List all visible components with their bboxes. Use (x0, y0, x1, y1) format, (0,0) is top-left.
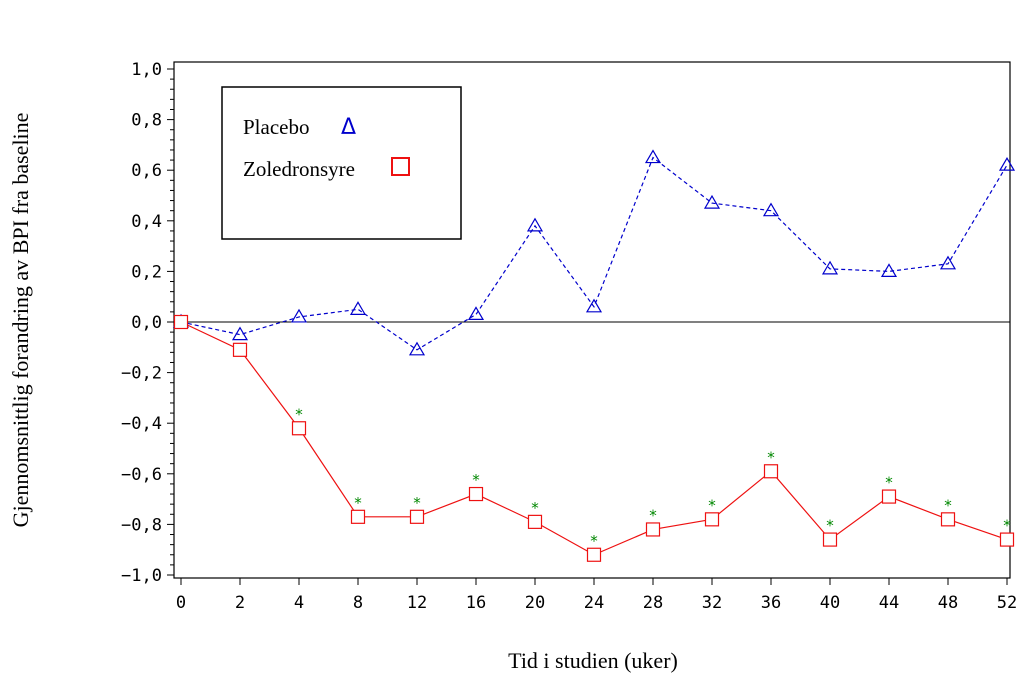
y-axis-title: Gjennomsnittlig forandring av BPI fra ba… (8, 113, 33, 528)
legend: Placebo Δ Zoledronsyre (221, 86, 462, 240)
triangle-marker (231, 326, 249, 341)
triangle-marker (467, 306, 485, 321)
square-marker (586, 547, 602, 562)
y-tick-label: −0,6 (121, 465, 162, 485)
triangle-marker (880, 263, 898, 277)
x-tick-label: 20 (525, 593, 545, 613)
triangle-marker (290, 308, 308, 323)
square-marker (763, 464, 779, 479)
x-tick-label: 44 (879, 593, 899, 613)
x-tick-label: 4 (294, 593, 304, 613)
square-marker (704, 512, 720, 527)
x-tick-label: 52 (997, 593, 1017, 613)
series-line (180, 156, 1008, 351)
significance-asterisk: * (708, 496, 716, 514)
triangle-marker (644, 149, 662, 164)
square-marker (468, 486, 484, 502)
legend-label-zoledronsyre: Zoledronsyre (243, 157, 355, 181)
significance-asterisk: * (885, 474, 893, 492)
y-tick-label: 0,4 (131, 212, 162, 232)
square-marker (822, 532, 838, 547)
y-tick-label: −1,0 (121, 566, 162, 586)
legend-label-placebo: Placebo (243, 115, 309, 139)
significance-asterisk: * (590, 532, 598, 550)
square-marker (881, 489, 897, 504)
square-marker (232, 342, 248, 357)
triangle-marker (408, 341, 426, 356)
series-zoledronsyre: * * * * * * * * * * * * * (173, 314, 1015, 562)
x-tick-label: 40 (820, 593, 840, 613)
y-tick-label: 1,0 (131, 60, 162, 80)
y-tick-label: 0,2 (131, 262, 162, 282)
square-marker (940, 512, 956, 527)
square-marker (409, 509, 425, 524)
x-tick-label: 48 (938, 593, 958, 613)
significance-asterisk: * (944, 496, 952, 514)
x-tick-label: 36 (761, 593, 781, 613)
square-marker (173, 314, 189, 330)
square-marker (645, 522, 661, 537)
y-tick-label: 0,6 (131, 161, 162, 181)
triangle-marker (998, 156, 1016, 171)
significance-asterisk: * (472, 471, 480, 489)
significance-asterisk: * (649, 506, 657, 524)
triangle-marker (703, 194, 721, 209)
x-tick-label: 0 (176, 593, 186, 613)
x-tick-label: 2 (235, 593, 245, 613)
y-tick-label: 0,8 (131, 111, 162, 131)
y-tick-label: −0,4 (121, 414, 162, 434)
significance-asterisk: * (354, 494, 362, 512)
triangle-marker (762, 202, 780, 217)
y-tick-label: −0,2 (121, 364, 162, 384)
x-tick-label: 24 (584, 593, 604, 613)
triangle-marker (585, 298, 603, 313)
triangle-marker (526, 217, 544, 232)
x-tick-label: 28 (643, 593, 663, 613)
significance-asterisk: * (413, 494, 421, 512)
legend-triangle-icon: Δ (341, 115, 356, 140)
significance-asterisk: * (531, 499, 539, 517)
series-line (180, 321, 1008, 556)
x-tick-label: 32 (702, 593, 722, 613)
square-marker (527, 514, 543, 529)
y-tick-label: −0,8 (121, 515, 162, 535)
significance-asterisk: * (1003, 517, 1011, 535)
triangle-marker (939, 255, 957, 270)
triangle-marker (821, 260, 839, 275)
legend-square-icon (391, 157, 410, 176)
square-marker (999, 532, 1015, 547)
triangle-marker (349, 301, 367, 315)
series-layer: * * * * * * * * * * * * * (172, 149, 1016, 562)
significance-asterisk: * (767, 448, 775, 466)
square-marker (291, 421, 307, 436)
y-tick-label: 0,0 (131, 313, 162, 333)
x-axis-title: Tid i studien (uker) (508, 648, 678, 673)
significance-asterisk: * (826, 517, 834, 535)
legend-box (221, 86, 462, 240)
significance-asterisk: * (295, 405, 303, 423)
x-tick-label: 12 (407, 593, 427, 613)
y-axis: 1,0 0,8 0,6 0,4 0,2 0,0 −0,2 −0,4 −0,6 −0,8 −1,0 (121, 60, 174, 586)
x-axis: 0 2 4 8 12 16 20 24 28 32 36 40 44 48 52 (176, 578, 1017, 613)
x-tick-label: 16 (466, 593, 486, 613)
x-tick-label: 8 (353, 593, 363, 613)
square-marker (350, 509, 366, 524)
